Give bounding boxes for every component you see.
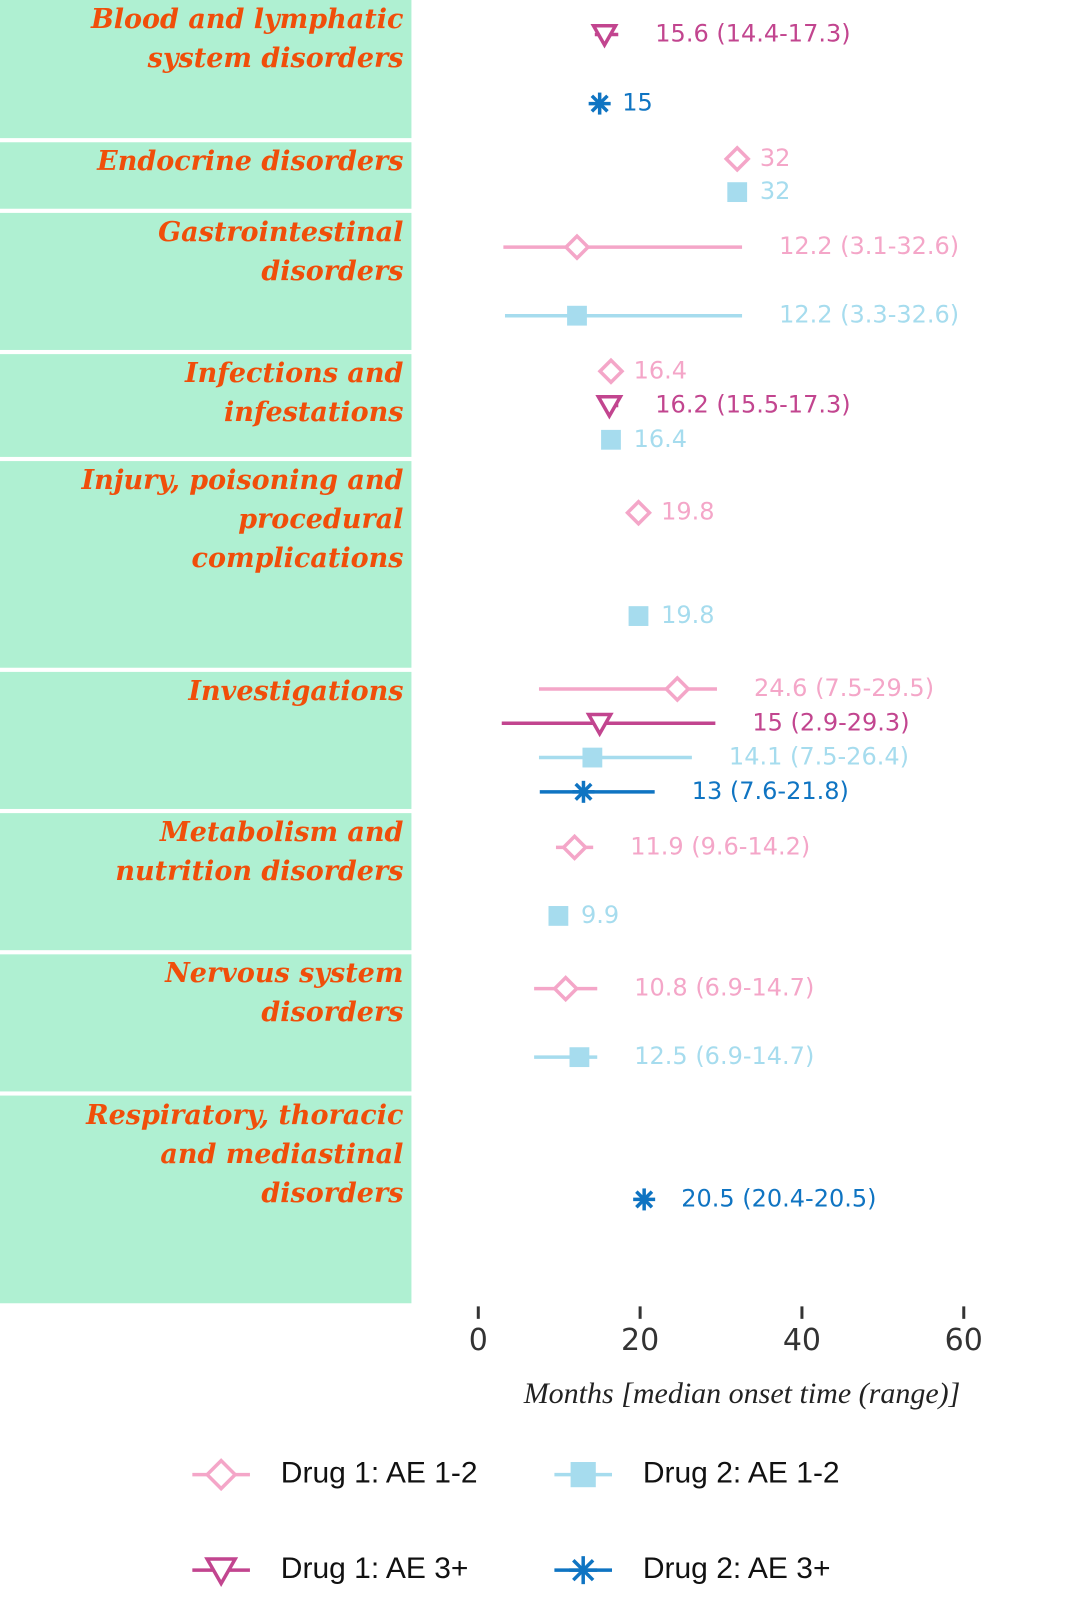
value-label: 32 xyxy=(760,177,791,205)
value-label: 15 (2.9-29.3) xyxy=(752,708,909,736)
point xyxy=(572,780,595,803)
value-label: 9.9 xyxy=(581,901,619,929)
strip-label: Blood and lymphatic system disorders xyxy=(90,4,404,74)
value-label: 24.6 (7.5-29.5) xyxy=(754,674,934,702)
point xyxy=(590,23,619,49)
value-label: 32 xyxy=(760,144,791,172)
point xyxy=(663,675,691,703)
strip-label: Injury, poisoning and procedural complic… xyxy=(81,465,404,575)
x-tick-label: 60 xyxy=(945,1323,983,1358)
strip-panel xyxy=(0,212,412,350)
x-axis-title: Months [median onset time (range)] xyxy=(523,1377,961,1410)
strip-label: Investigations xyxy=(188,675,404,707)
strip-panel xyxy=(0,813,412,951)
point xyxy=(597,357,625,385)
asterisk-spoke xyxy=(572,1559,595,1582)
value-label: 12.5 (6.9-14.7) xyxy=(634,1042,814,1070)
strip-label: Infections and infestations xyxy=(184,358,404,429)
point xyxy=(585,712,614,738)
legend-label: Drug 1: AE 3+ xyxy=(281,1552,469,1585)
point xyxy=(552,975,580,1003)
point xyxy=(727,182,748,203)
asterisk-spoke xyxy=(635,1190,654,1209)
asterisk-spoke xyxy=(574,782,593,801)
value-label: 16.2 (15.5-17.3) xyxy=(655,391,850,419)
point xyxy=(633,1188,656,1211)
point xyxy=(625,499,652,527)
strip-label: Gastrointestinal disorders xyxy=(158,216,404,287)
point xyxy=(582,747,603,768)
strip-panel xyxy=(0,1095,412,1304)
value-label: 12.2 (3.1-32.6) xyxy=(779,232,959,260)
legend-label: Drug 1: AE 1-2 xyxy=(281,1457,478,1490)
value-label: 14.1 (7.5-26.4) xyxy=(729,743,909,771)
x-tick-label: 40 xyxy=(783,1323,821,1358)
point xyxy=(601,429,621,450)
legend-marker xyxy=(204,1557,239,1587)
point xyxy=(588,92,611,115)
strip-panel xyxy=(0,671,412,809)
point xyxy=(723,145,751,173)
point xyxy=(567,305,587,326)
point xyxy=(569,1047,590,1068)
value-label: 12.2 (3.3-32.6) xyxy=(779,301,959,329)
value-label: 16.4 xyxy=(634,356,687,384)
strip-panel xyxy=(0,461,412,668)
legend-label: Drug 2: AE 3+ xyxy=(643,1552,831,1585)
legend-marker xyxy=(204,1458,238,1492)
x-tick-label: 0 xyxy=(469,1323,488,1358)
value-label: 19.8 xyxy=(661,601,714,629)
legend-marker xyxy=(570,1462,596,1488)
value-label: 19.8 xyxy=(661,498,714,526)
point xyxy=(561,833,589,861)
value-label: 15.6 (14.4-17.3) xyxy=(655,20,850,48)
legend-label: Drug 2: AE 1-2 xyxy=(643,1457,840,1490)
value-label: 13 (7.6-21.8) xyxy=(692,777,849,805)
value-label: 11.9 (9.6-14.2) xyxy=(630,832,810,860)
strip-label: Nervous system disorders xyxy=(165,958,404,1029)
strip-label: Endocrine disorders xyxy=(97,146,404,178)
value-label: 10.8 (6.9-14.7) xyxy=(634,974,814,1002)
point xyxy=(563,233,591,261)
strip-panel xyxy=(0,142,412,209)
strip-panel xyxy=(0,954,412,1092)
point xyxy=(628,606,649,626)
legend-marker xyxy=(569,1556,598,1585)
value-label: 16.4 xyxy=(634,425,687,453)
asterisk-spoke xyxy=(590,94,609,113)
strip-panel xyxy=(0,0,412,139)
strip-panel xyxy=(0,354,412,457)
strip-label: Metabolism and nutrition disorders xyxy=(115,817,404,888)
point xyxy=(548,906,569,926)
point xyxy=(595,394,624,420)
x-tick-label: 20 xyxy=(621,1323,659,1358)
value-label: 20.5 (20.4-20.5) xyxy=(681,1184,876,1212)
strip-label: Respiratory, thoracic and mediastinal di… xyxy=(86,1099,404,1209)
value-label: 15 xyxy=(622,89,653,117)
